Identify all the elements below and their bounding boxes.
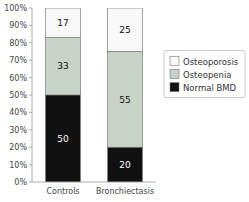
y-tick [29, 182, 32, 183]
y-tick-label: 100% [4, 4, 27, 13]
y-tick-label: 50% [9, 91, 27, 100]
legend-swatch [170, 83, 179, 92]
y-tick [29, 147, 32, 148]
y-tick-label: 40% [9, 108, 27, 117]
y-tick-label: 0% [14, 178, 27, 187]
y-tick-label: 30% [9, 126, 27, 135]
legend-label: Osteopenia [183, 70, 231, 80]
y-tick [29, 60, 32, 61]
data-label: 33 [57, 61, 68, 71]
x-axis-line [32, 182, 156, 183]
x-tick-label: Controls [46, 187, 79, 196]
y-tick-label: 60% [9, 74, 27, 83]
bar [46, 8, 81, 38]
y-tick [29, 42, 32, 43]
y-tick-label: 10% [9, 161, 27, 170]
y-tick [29, 95, 32, 96]
y-tick [29, 25, 32, 26]
chart: 0% 10% 20% 30% 40% 50% 60% 70% 80% 90% 100% 50 33 17 2… [0, 0, 249, 202]
y-tick [29, 164, 32, 165]
data-label: 55 [119, 95, 130, 105]
y-tick-label: 90% [9, 21, 27, 30]
y-tick [29, 8, 32, 9]
y-tick-label: 70% [9, 56, 27, 65]
bar [108, 147, 143, 182]
legend-label: Normal BMD [183, 83, 237, 93]
y-axis-line [32, 8, 33, 182]
y-tick-label: 20% [9, 143, 27, 152]
y-tick [29, 77, 32, 78]
y-tick [29, 129, 32, 130]
x-axis: Controls Bronchiectasis [32, 182, 156, 196]
y-tick-label: 80% [9, 39, 27, 48]
y-axis: 0% 10% 20% 30% 40% 50% 60% 70% 80% 90% 100% [4, 4, 32, 187]
bar [46, 95, 81, 182]
y-tick [29, 112, 32, 113]
legend-label: Osteoporosis [183, 57, 239, 67]
x-tick-label: Bronchiectasis [96, 187, 154, 196]
bar [108, 8, 143, 52]
data-label: 17 [57, 18, 68, 28]
data-labels: 50 33 17 20 55 25 [57, 18, 131, 170]
legend-frame [164, 51, 245, 98]
legend-swatch [170, 70, 179, 79]
data-label: 20 [119, 160, 131, 170]
legend-swatch [170, 57, 179, 66]
legend: Osteoporosis Osteopenia Normal BMD [164, 51, 245, 98]
bar [46, 38, 81, 95]
data-label: 25 [119, 25, 130, 35]
bars [46, 8, 143, 182]
bar [108, 52, 143, 148]
data-label: 50 [57, 134, 69, 144]
